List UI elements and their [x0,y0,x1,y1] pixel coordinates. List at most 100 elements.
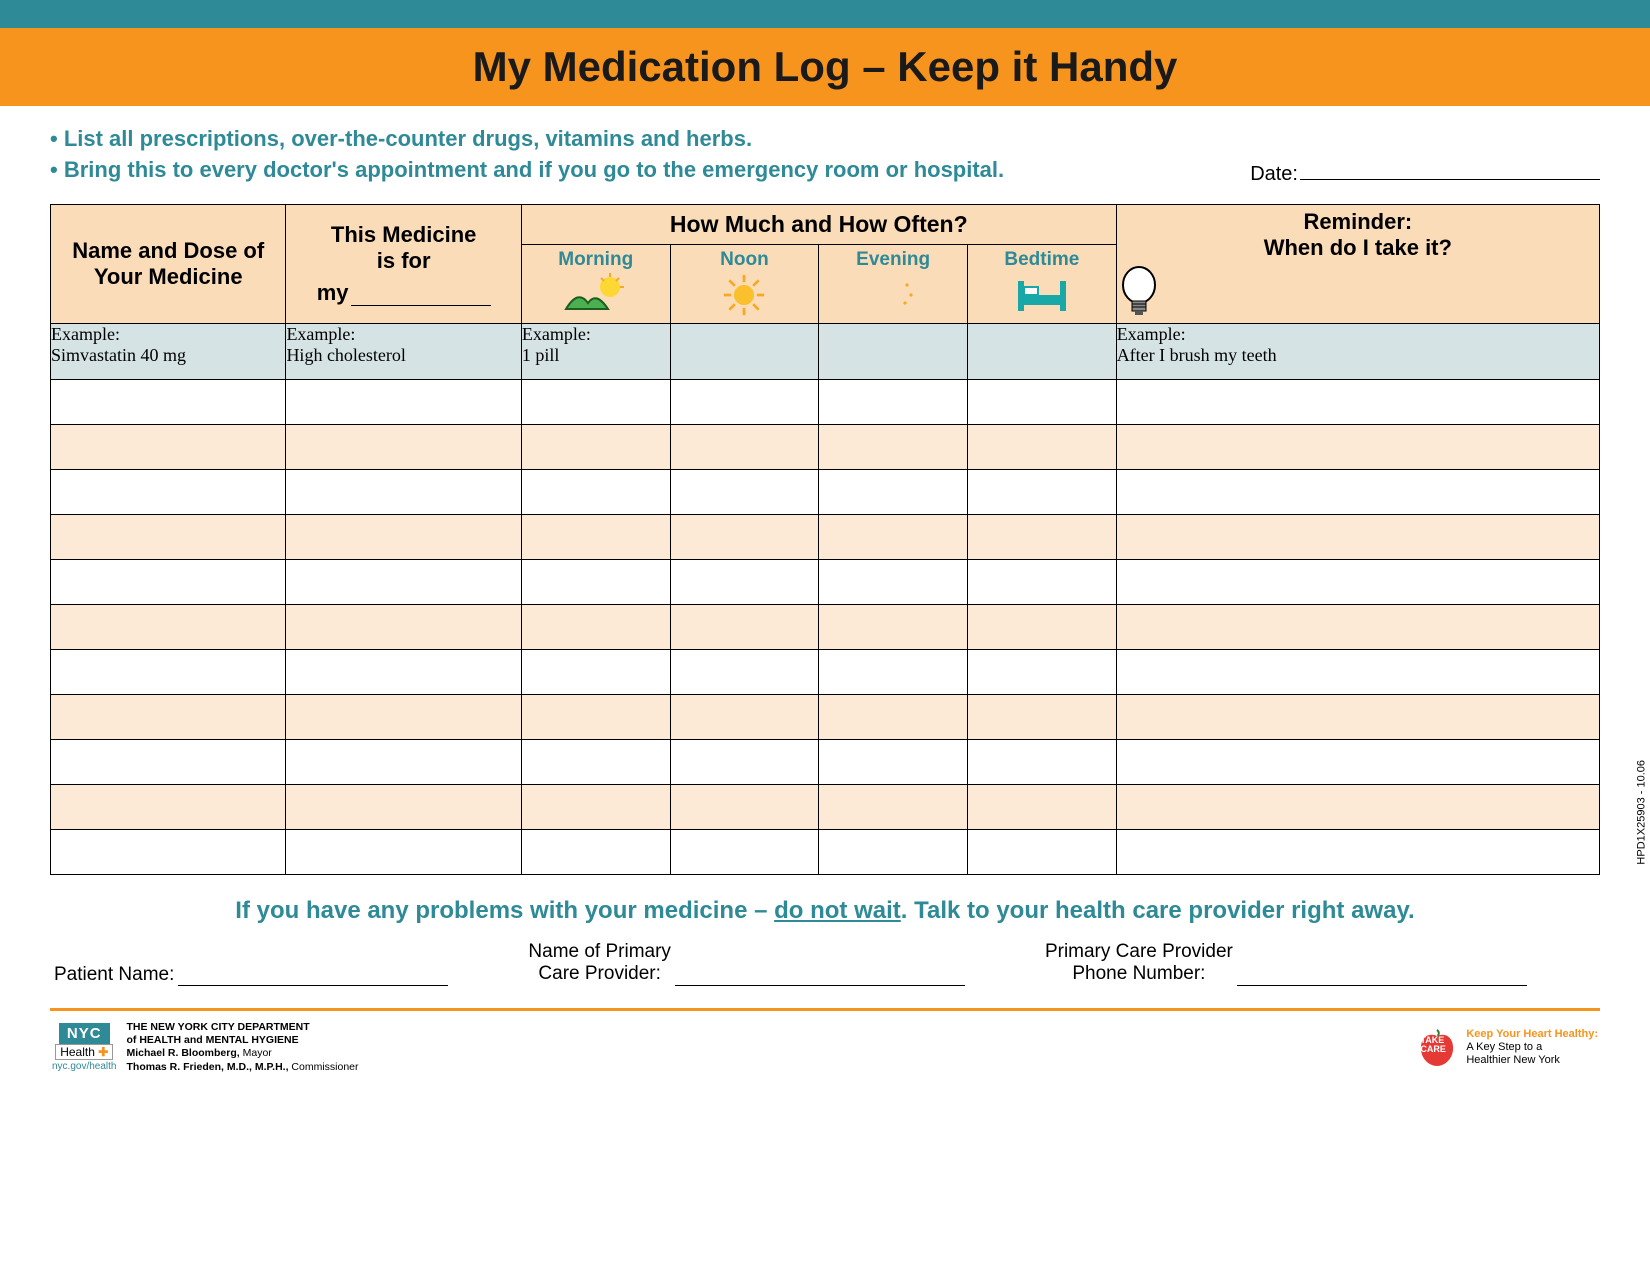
table-cell[interactable] [1116,739,1599,784]
table-cell[interactable] [286,379,521,424]
table-row[interactable] [51,739,1600,784]
table-cell[interactable] [51,829,286,874]
table-cell[interactable] [670,739,819,784]
table-cell[interactable] [521,559,670,604]
table-cell[interactable] [286,739,521,784]
table-row[interactable] [51,559,1600,604]
table-cell[interactable] [286,514,521,559]
table-row[interactable] [51,469,1600,514]
table-row[interactable] [51,424,1600,469]
table-cell[interactable] [967,739,1116,784]
table-row[interactable] [51,379,1600,424]
table-cell[interactable] [670,469,819,514]
table-cell[interactable] [51,559,286,604]
table-cell[interactable] [521,514,670,559]
date-blank[interactable] [1300,179,1600,180]
table-row[interactable] [51,694,1600,739]
table-cell[interactable] [286,424,521,469]
table-cell[interactable] [1116,379,1599,424]
table-cell[interactable] [51,424,286,469]
table-row[interactable] [51,514,1600,559]
table-cell[interactable] [286,649,521,694]
table-row[interactable] [51,604,1600,649]
table-cell[interactable] [51,649,286,694]
table-cell[interactable] [51,604,286,649]
table-cell[interactable] [967,514,1116,559]
table-cell[interactable] [521,649,670,694]
table-cell[interactable] [819,649,968,694]
table-cell[interactable] [1116,559,1599,604]
table-cell[interactable] [670,424,819,469]
table-cell[interactable] [1116,424,1599,469]
table-cell[interactable] [286,604,521,649]
table-cell[interactable] [51,379,286,424]
table-row[interactable] [51,829,1600,874]
table-cell[interactable] [521,469,670,514]
table-cell[interactable] [670,784,819,829]
table-cell[interactable] [670,514,819,559]
table-row[interactable] [51,649,1600,694]
table-cell[interactable] [967,469,1116,514]
patient-blank[interactable] [178,968,448,986]
kyh-l2: A Key Step to a [1466,1041,1598,1054]
table-cell[interactable] [967,649,1116,694]
table-cell[interactable] [819,514,968,559]
table-cell[interactable] [1116,604,1599,649]
table-cell[interactable] [819,559,968,604]
table-cell[interactable] [670,649,819,694]
table-cell[interactable] [967,829,1116,874]
table-cell[interactable] [521,784,670,829]
table-cell[interactable] [1116,784,1599,829]
table-cell[interactable] [967,559,1116,604]
hdr-my-blank[interactable] [351,305,491,306]
table-cell[interactable] [670,379,819,424]
table-cell[interactable] [967,424,1116,469]
table-cell[interactable] [670,604,819,649]
table-cell[interactable] [521,604,670,649]
table-cell[interactable] [1116,514,1599,559]
phone-blank[interactable] [1237,968,1527,986]
table-cell[interactable] [521,379,670,424]
table-cell[interactable] [521,739,670,784]
table-cell[interactable] [51,694,286,739]
table-cell[interactable] [967,694,1116,739]
hdr-bedtime: Bedtime [967,244,1116,323]
table-cell[interactable] [1116,694,1599,739]
table-cell[interactable] [670,559,819,604]
table-cell[interactable] [286,829,521,874]
table-cell[interactable] [51,739,286,784]
table-cell[interactable] [521,829,670,874]
table-cell[interactable] [967,604,1116,649]
table-cell[interactable] [967,379,1116,424]
table-cell[interactable] [51,784,286,829]
table-cell[interactable] [819,469,968,514]
table-cell[interactable] [819,379,968,424]
table-cell[interactable] [521,424,670,469]
table-cell[interactable] [819,694,968,739]
table-cell[interactable] [670,694,819,739]
table-cell[interactable] [819,739,968,784]
table-cell[interactable] [286,694,521,739]
provider-phone-field[interactable]: Primary Care Provider Phone Number: [1045,941,1527,987]
table-cell[interactable] [51,514,286,559]
table-cell[interactable] [1116,469,1599,514]
table-cell[interactable] [286,469,521,514]
table-cell[interactable] [286,784,521,829]
table-cell[interactable] [819,604,968,649]
table-cell[interactable] [1116,829,1599,874]
table-cell[interactable] [51,469,286,514]
table-cell[interactable] [967,784,1116,829]
table-cell[interactable] [1116,649,1599,694]
provider-name-field[interactable]: Name of Primary Care Provider: [528,941,965,987]
table-cell[interactable] [819,829,968,874]
table-cell[interactable] [819,424,968,469]
table-cell[interactable] [670,829,819,874]
patient-name-field[interactable]: Patient Name: [54,964,448,986]
table-cell[interactable] [521,694,670,739]
table-cell[interactable] [819,784,968,829]
provider-blank[interactable] [675,968,965,986]
date-field[interactable]: Date: [1250,163,1600,186]
table-cell[interactable] [286,559,521,604]
table-row[interactable] [51,784,1600,829]
hdr-this-for-my[interactable]: my [286,280,520,306]
